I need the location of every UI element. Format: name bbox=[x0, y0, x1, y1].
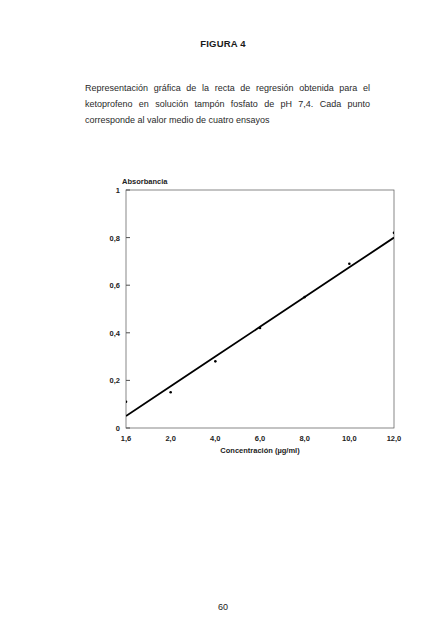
x-tick-label: 6,0 bbox=[255, 434, 265, 443]
data-point bbox=[126, 401, 127, 404]
plot-frame bbox=[126, 190, 394, 428]
page: FIGURA 4 Representación gráfica de la rec… bbox=[0, 0, 446, 640]
x-tick-label: 10,0 bbox=[342, 434, 357, 443]
regression-line bbox=[126, 238, 394, 417]
data-point bbox=[169, 391, 172, 394]
x-tick-label: 2,0 bbox=[165, 434, 175, 443]
x-axis-title: Concentración (µg/ml) bbox=[220, 446, 300, 455]
chart: 0 0,2 0,4 0,6 0,8 1 1,6 2,0 4,0 6,0 8,0 10,0 12,0 Abs… bbox=[0, 0, 446, 640]
data-point bbox=[214, 360, 217, 363]
plot-marks bbox=[126, 232, 394, 417]
x-tick-label: 1,6 bbox=[121, 434, 131, 443]
figure-caption: Representación gráfica de la recta de re… bbox=[85, 80, 370, 128]
y-tick-label: 0,8 bbox=[110, 234, 120, 243]
y-tick bbox=[126, 285, 130, 286]
y-tick-label: 0,6 bbox=[110, 281, 120, 290]
y-tick-label: 0 bbox=[116, 424, 120, 433]
y-tick-label: 0,4 bbox=[110, 329, 121, 338]
figure-heading: FIGURA 4 bbox=[0, 38, 446, 49]
page-number: 60 bbox=[0, 602, 446, 612]
data-point bbox=[393, 232, 394, 235]
y-tick bbox=[126, 332, 130, 333]
y-tick bbox=[126, 380, 130, 381]
data-point bbox=[348, 262, 351, 265]
y-axis-title: Absorbancia bbox=[122, 177, 168, 186]
y-tick bbox=[126, 237, 130, 238]
y-tick-label: 0,2 bbox=[110, 376, 120, 385]
x-tick-label: 4,0 bbox=[210, 434, 220, 443]
x-tick-label: 12,0 bbox=[387, 434, 402, 443]
y-tick-label: 1 bbox=[116, 186, 120, 195]
x-tick-label: 8,0 bbox=[299, 434, 309, 443]
